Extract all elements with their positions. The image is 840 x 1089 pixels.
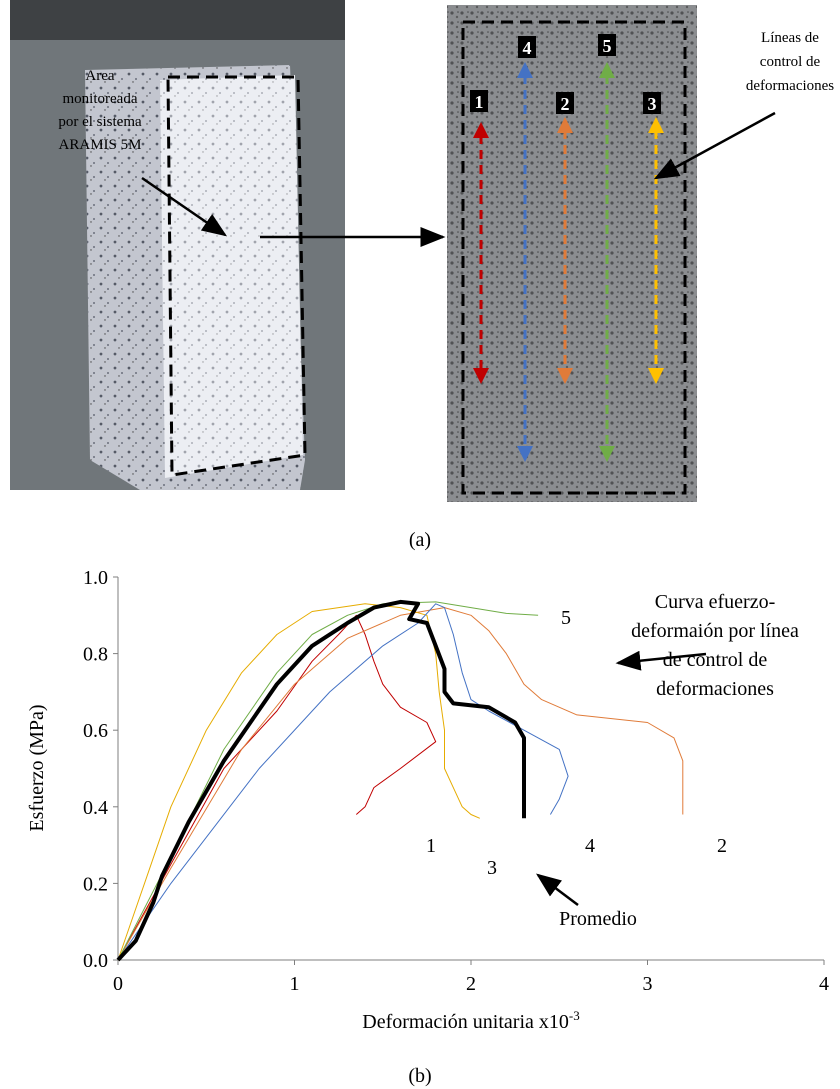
annotation: deformaciones <box>746 78 834 94</box>
y-tick-label: 0.2 <box>83 873 108 895</box>
annotation: por el sistema <box>58 114 142 130</box>
series-label: Promedio <box>559 908 637 930</box>
line-label-box <box>470 90 488 112</box>
arrow <box>141 176 228 237</box>
annotation: deformaión por línea <box>631 620 799 642</box>
x-axis-label-exponent: -3 <box>569 1008 580 1023</box>
y-tick-label: 0.8 <box>83 644 108 666</box>
series-line <box>117 603 480 961</box>
x-tick-label: 1 <box>290 973 300 995</box>
series-line <box>117 601 539 961</box>
chart: 0.0 0.2 0.4 0.6 0.8 1.0 0 1 2 3 4 Deformación unita… <box>26 567 829 1033</box>
y-tick-label: 0.0 <box>83 950 108 972</box>
photo-right <box>447 5 697 502</box>
y-tick-label: 0.6 <box>83 720 108 742</box>
annotation: monitoreada <box>63 91 138 107</box>
annotation: control de <box>760 54 821 70</box>
series-label: 1 <box>426 835 436 857</box>
arrow <box>536 873 579 906</box>
annotation: ARAMIS 5M <box>59 137 142 153</box>
line-label: 3 <box>648 94 657 114</box>
line-label: 1 <box>475 92 484 112</box>
line-label: 4 <box>523 38 532 58</box>
annotation: Líneas de <box>761 30 819 46</box>
series-label: 5 <box>561 607 571 629</box>
annotation: Curva efuerzo- <box>655 591 776 613</box>
line-label: 2 <box>561 94 570 114</box>
series-line <box>117 603 569 961</box>
series-line <box>117 614 437 961</box>
x-tick-label: 3 <box>643 973 653 995</box>
x-tick-label: 0 <box>113 973 123 995</box>
line-label-box <box>598 34 616 56</box>
series-label: 2 <box>717 835 727 857</box>
annotation: deformaciones <box>656 678 774 700</box>
series-label: 4 <box>585 835 595 857</box>
series-line <box>116 599 526 962</box>
arrow <box>615 650 707 671</box>
y-tick-label: 1.0 <box>83 567 108 589</box>
y-tick-label: 0.4 <box>83 797 108 819</box>
series-line <box>117 607 684 961</box>
line-label-box <box>556 92 574 114</box>
x-tick-label: 4 <box>819 973 829 995</box>
arrow <box>653 111 776 180</box>
annotation: Area <box>85 68 114 84</box>
line-label-box <box>518 36 536 58</box>
x-axis-label-text: Deformación unitaria x10 <box>362 1011 569 1033</box>
line-label: 5 <box>603 36 612 56</box>
x-axis-label: Deformación unitaria x10-3 <box>362 1008 579 1033</box>
caption: (a) <box>409 529 431 551</box>
caption: (b) <box>408 1065 431 1087</box>
y-axis-label: Esfuerzo (MPa) <box>26 704 48 831</box>
annotation: de control de <box>663 649 768 671</box>
series-label: 3 <box>487 857 497 879</box>
line-label-box <box>643 92 661 114</box>
x-tick-label: 2 <box>466 973 476 995</box>
photo-left <box>10 0 345 490</box>
